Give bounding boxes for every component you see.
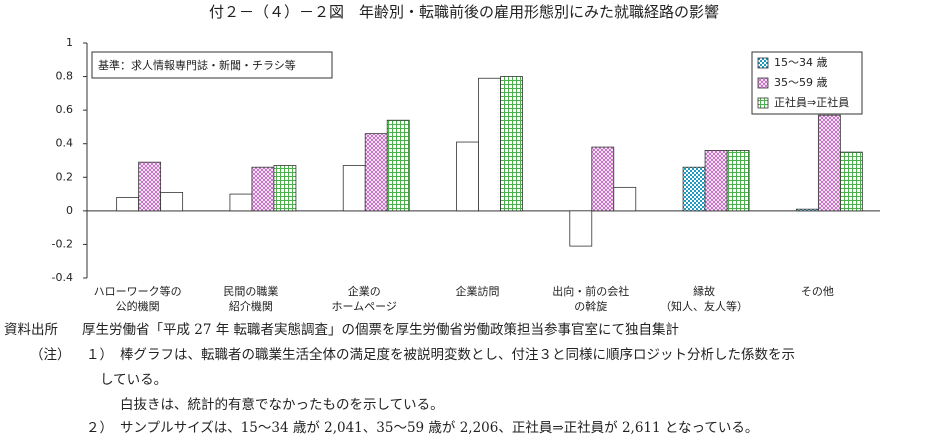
bar: [273, 165, 297, 212]
annotation: 基準：求人情報専門誌・新聞・チラシ等: [98, 58, 296, 72]
y-tick-label: 0: [66, 204, 73, 217]
y-tick-label: -0.4: [52, 271, 73, 284]
bar: [500, 76, 523, 212]
x-tick-label: 民間の職業: [223, 285, 278, 298]
x-tick-label: （知人、友人等）: [660, 299, 748, 313]
x-tick-label: 公的機関: [116, 299, 160, 313]
y-tick-label: 0.8: [56, 70, 74, 83]
note-num: ２）: [86, 420, 113, 436]
source-text: 厚生労働省「平成 27 年 転職者実態調査」の個票を厚生労働省労働政策担当参事官…: [82, 322, 680, 338]
y-tick-label: 1: [66, 36, 73, 49]
y-tick-label: 0.2: [56, 170, 74, 183]
bar: [342, 165, 366, 212]
note-text: 白抜きは、統計的有意でなかったものを示している。: [120, 397, 444, 413]
x-tick-label: の斡旋: [574, 299, 607, 313]
chart: 付２－（４）－２図 年齢別・転職前後の雇用形態別にみた就職経路の影響 1 0.8 0…: [52, 3, 880, 313]
bar: [229, 193, 253, 212]
x-tick-label: 出向・前の会社: [552, 284, 629, 298]
y-tick-label: 0.4: [56, 137, 74, 150]
bar: [839, 151, 863, 212]
bar: [116, 197, 140, 212]
legend-swatch: [757, 57, 769, 69]
bar: [138, 161, 162, 212]
bar: [478, 77, 501, 212]
y-tick-label: -0.2: [52, 237, 73, 250]
x-tick-label: 紹介機関: [229, 299, 273, 313]
legend-label: 正社員⇒正社員: [774, 95, 849, 109]
legend-swatch: [757, 97, 769, 109]
annotation-box: [91, 51, 333, 79]
bar: [386, 119, 410, 212]
x-tick-label: 企業の: [348, 284, 381, 298]
bar: [726, 150, 750, 212]
bar: [682, 166, 706, 212]
bar: [160, 191, 184, 212]
y-tick-label: 0.6: [56, 103, 74, 116]
bar: [795, 208, 819, 212]
bar: [704, 150, 728, 212]
chart-title: 付２－（４）－２図 年齢別・転職前後の雇用形態別にみた就職経路の影響: [209, 3, 719, 21]
note-text: サンプルサイズは、15～34 歳が 2,041、35～59 歳が 2,206、正…: [120, 420, 759, 436]
bar: [591, 146, 615, 212]
bar: [569, 210, 593, 247]
x-tick-label: 企業訪問: [456, 284, 500, 298]
x-tick-label: 縁故: [693, 284, 715, 298]
note-text: している。: [100, 372, 168, 388]
note-text: 棒グラフは、転職者の職業生活全体の満足度を被説明変数とし、付注３と同様に順序ロジ…: [120, 347, 795, 363]
bar: [817, 114, 841, 212]
source-label: 資料出所: [4, 322, 58, 338]
bar: [251, 166, 275, 212]
legend-box: [751, 51, 863, 115]
note-num: １）: [86, 347, 113, 363]
legend-label: 35～59 歳: [774, 76, 828, 89]
bar: [364, 133, 388, 212]
legend-swatch: [757, 77, 769, 89]
x-tick-label: その他: [801, 285, 834, 298]
legend-label: 15～34 歳: [774, 56, 828, 69]
note-label: （注）: [30, 347, 71, 363]
bar: [613, 186, 637, 212]
x-tick-label: ハローワーク等の: [94, 284, 182, 298]
bar: [456, 141, 479, 212]
x-tick-label: ホームページ: [331, 300, 396, 313]
